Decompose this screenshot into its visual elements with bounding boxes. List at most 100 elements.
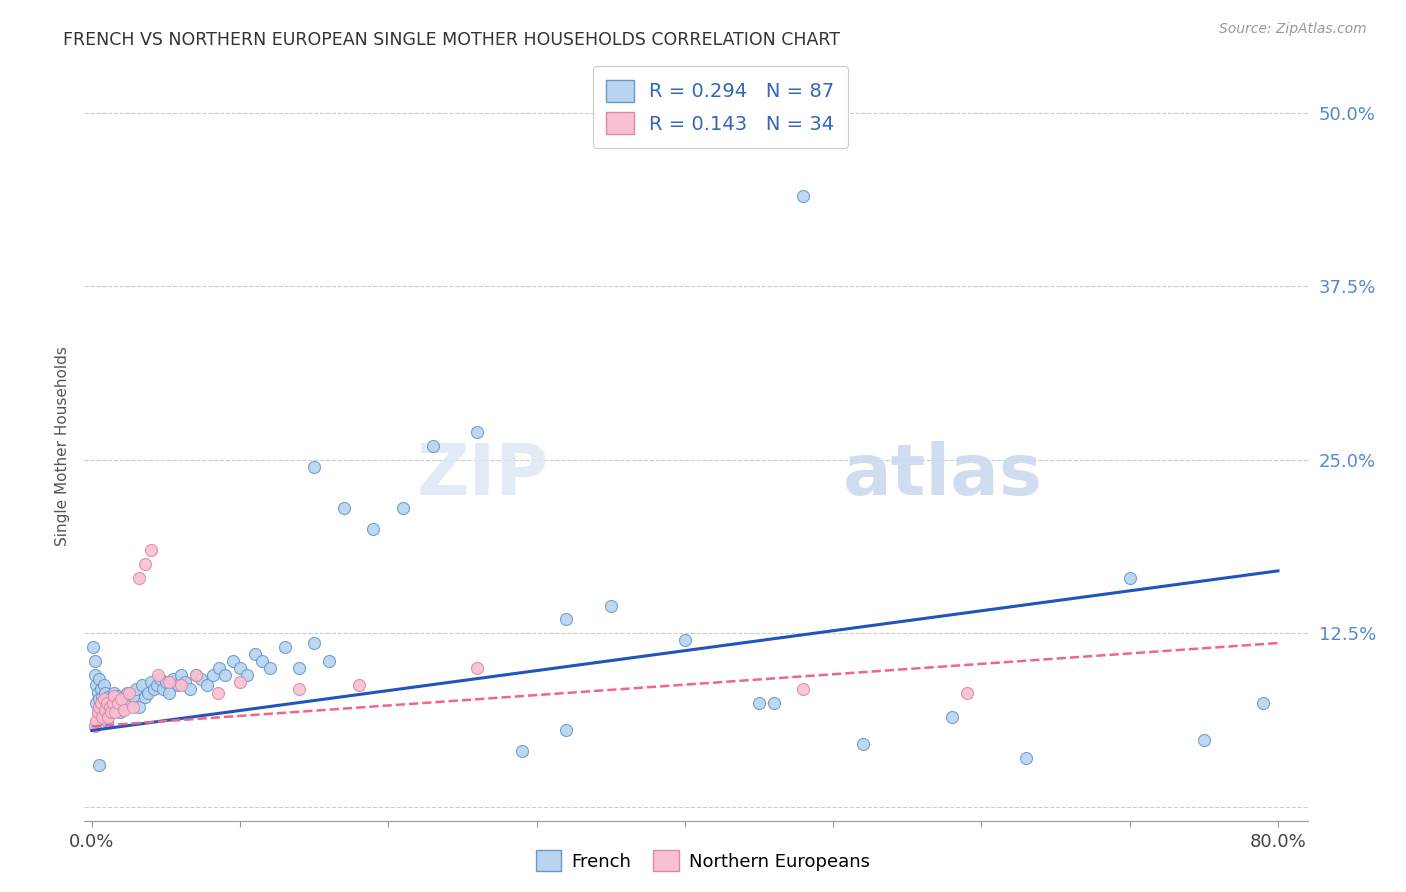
Point [555, 612, 578, 626]
Point [120, 694, 142, 708]
Point [96, 714, 118, 728]
Point [465, 661, 488, 675]
Point [105, 694, 128, 708]
Point [98, 699, 121, 714]
Point [128, 699, 150, 714]
Point [104, 703, 127, 717]
Point [221, 654, 243, 668]
Y-axis label: Single Mother Households: Single Mother Households [55, 346, 70, 546]
Point [347, 678, 370, 692]
Point [94, 706, 117, 720]
Point [125, 681, 148, 696]
Point [91, 709, 114, 723]
Text: FRENCH VS NORTHERN EUROPEAN SINGLE MOTHER HOUSEHOLDS CORRELATION CHART: FRENCH VS NORTHERN EUROPEAN SINGLE MOTHE… [63, 31, 841, 49]
Point [179, 681, 201, 696]
Point [229, 674, 252, 689]
Point [146, 678, 169, 692]
Point [302, 636, 325, 650]
Point [184, 668, 207, 682]
Point [82, 640, 104, 655]
Legend: French, Northern Europeans: French, Northern Europeans [529, 843, 877, 879]
Point [273, 640, 295, 655]
Point [1251, 696, 1274, 710]
Point [599, 599, 621, 613]
Point [673, 633, 696, 648]
Point [207, 686, 229, 700]
Point [83, 719, 105, 733]
Point [288, 681, 311, 696]
Point [93, 691, 115, 706]
Point [107, 696, 129, 710]
Point [110, 696, 132, 710]
Point [208, 661, 231, 675]
Point [84, 696, 107, 710]
Point [465, 425, 488, 439]
Point [229, 661, 252, 675]
Point [134, 557, 156, 571]
Point [94, 686, 117, 700]
Point [941, 709, 963, 723]
Point [89, 758, 111, 772]
Point [170, 678, 193, 692]
Point [792, 681, 814, 696]
Point [89, 672, 111, 686]
Point [197, 678, 219, 692]
Point [318, 654, 340, 668]
Point [96, 696, 118, 710]
Point [152, 681, 174, 696]
Point [86, 686, 108, 700]
Point [162, 672, 184, 686]
Point [363, 522, 385, 536]
Point [90, 681, 112, 696]
Point [117, 686, 139, 700]
Point [89, 691, 111, 706]
Point [83, 654, 105, 668]
Point [143, 681, 166, 696]
Point [134, 690, 156, 705]
Point [392, 501, 415, 516]
Point [112, 703, 135, 717]
Point [122, 699, 145, 714]
Point [103, 689, 125, 703]
Text: atlas: atlas [842, 442, 1043, 510]
Point [288, 661, 311, 675]
Point [94, 703, 117, 717]
Point [1118, 571, 1140, 585]
Point [103, 686, 125, 700]
Point [91, 690, 114, 705]
Point [83, 668, 105, 682]
Point [243, 647, 266, 661]
Point [90, 699, 112, 714]
Point [97, 690, 120, 705]
Point [259, 661, 281, 675]
Point [91, 709, 114, 723]
Point [762, 696, 785, 710]
Point [98, 699, 121, 714]
Point [1015, 751, 1038, 765]
Legend: R = 0.294   N = 87, R = 0.143   N = 34: R = 0.294 N = 87, R = 0.143 N = 34 [593, 66, 848, 148]
Point [97, 709, 120, 723]
Point [90, 696, 112, 710]
Point [101, 696, 124, 710]
Point [86, 706, 108, 720]
Point [136, 686, 159, 700]
Point [202, 668, 225, 682]
Point [110, 691, 132, 706]
Point [100, 706, 122, 720]
Point [84, 714, 107, 728]
Point [510, 744, 533, 758]
Point [139, 543, 162, 558]
Point [107, 689, 129, 703]
Point [84, 678, 107, 692]
Point [96, 694, 118, 708]
Point [170, 668, 193, 682]
Point [302, 459, 325, 474]
Point [852, 737, 875, 751]
Point [131, 678, 153, 692]
Point [101, 696, 124, 710]
Point [93, 699, 115, 714]
Point [149, 672, 172, 686]
Point [792, 189, 814, 203]
Point [166, 678, 188, 692]
Point [86, 706, 108, 720]
